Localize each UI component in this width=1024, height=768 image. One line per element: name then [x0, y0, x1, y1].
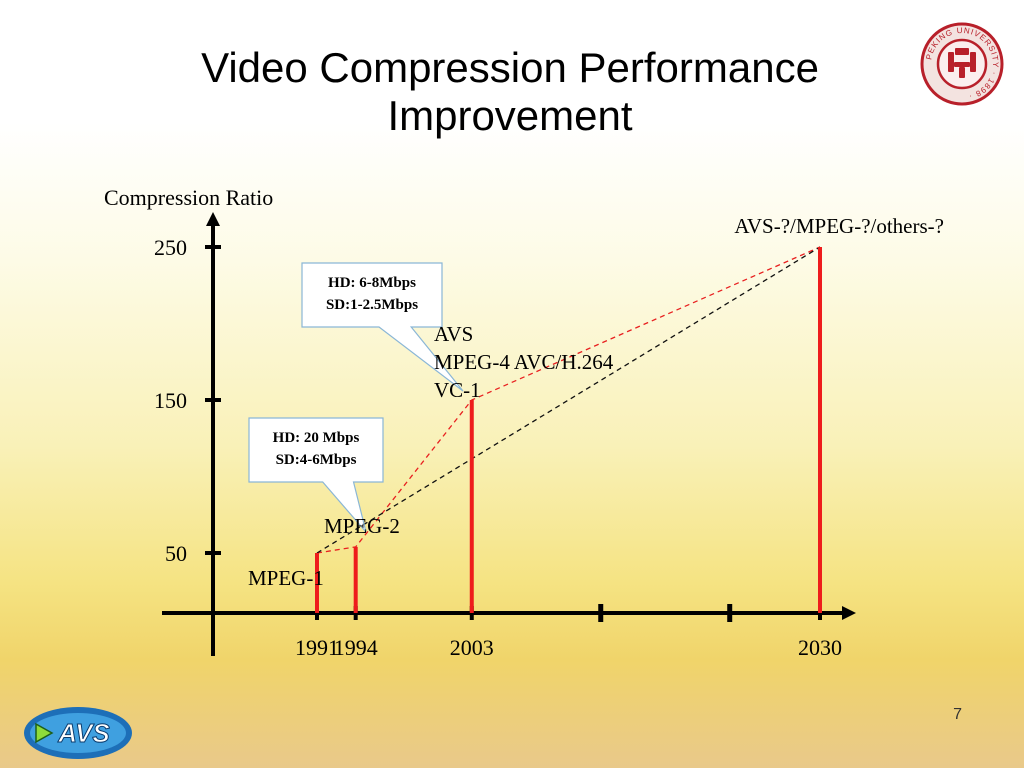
x-tick-label: 2003	[450, 635, 494, 660]
y-tick-label: 150	[154, 388, 187, 413]
peking-university-seal-icon: PEKING UNIVERSITY · 1898 ·	[920, 22, 1004, 106]
callout-1: HD: 6-8Mbps SD:1-2.5Mbps	[301, 262, 464, 392]
point-label-2030: AVS-?/MPEG-?/others-?	[734, 214, 944, 238]
black-trend-line	[316, 246, 821, 554]
callout-0: HD: 20 Mbps SD:4-6Mbps	[248, 417, 384, 533]
x-tick-label: 2030	[798, 635, 842, 660]
x-tick-label: 1994	[334, 635, 378, 660]
avs-logo-icon: AVS	[24, 707, 132, 759]
callout-text: HD: 6-8Mbps	[328, 275, 416, 291]
title-line-1: Video Compression Performance	[201, 44, 819, 91]
callout-box	[301, 262, 464, 392]
trend-lines	[316, 246, 821, 554]
point-label-1991: MPEG-1	[248, 566, 324, 590]
y-axis-arrow-icon	[206, 212, 220, 226]
svg-text:AVS: AVS	[57, 718, 110, 748]
y-tick-label: 250	[154, 235, 187, 260]
point-label-1994: MPEG-2	[324, 514, 400, 538]
y-tick-label: 50	[165, 541, 187, 566]
y-axis-label: Compression Ratio	[104, 185, 273, 210]
x-tick-label: 1991	[295, 635, 339, 660]
red-trend-line	[316, 246, 821, 554]
title-line-2: Improvement	[387, 92, 633, 139]
callout-text: HD: 20 Mbps	[273, 430, 360, 446]
slide-title: Video Compression Performance Improvemen…	[150, 44, 870, 140]
callouts: HD: 20 Mbps SD:4-6Mbps HD: 6-8Mbps SD:1-2.5…	[248, 262, 464, 533]
callout-box	[248, 417, 384, 533]
point-labels: MPEG-1 MPEG-2 AVS MPEG-4 AVC/H.264 VC-1 AVS-?…	[248, 214, 944, 590]
x-axis-arrow-icon	[842, 606, 856, 620]
callout-text: SD:4-6Mbps	[276, 452, 357, 468]
bars	[315, 247, 822, 613]
point-label-2003: AVS MPEG-4 AVC/H.264 VC-1	[434, 322, 614, 402]
callout-text: SD:1-2.5Mbps	[326, 297, 418, 313]
y-ticks: 50 150 250	[154, 235, 221, 566]
page-number: 7	[953, 706, 962, 723]
